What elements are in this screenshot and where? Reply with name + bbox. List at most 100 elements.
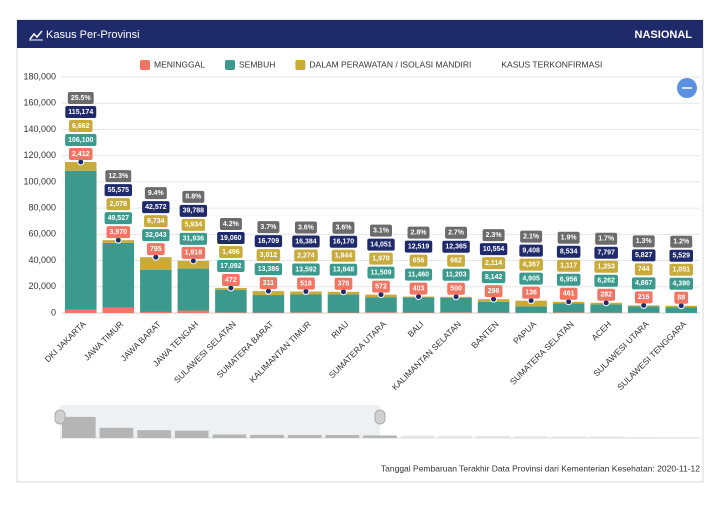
navigator-handle[interactable] [55,410,65,424]
navigator-bar [551,436,585,438]
data-label-text: 39,788 [183,208,205,215]
data-label: 136 [522,287,540,299]
data-label: 8,534 [557,246,581,258]
navigator-bar [438,436,472,438]
data-label: 4,367 [519,259,543,271]
data-label-text: 10,554 [483,246,505,253]
data-label-text: 2,274 [297,252,315,259]
data-label: 8,142 [482,271,506,283]
data-label-text: 3.7% [260,224,277,231]
data-label-text: 1,944 [335,253,353,260]
data-label-text: 42,572 [145,204,167,211]
navigator-bar [627,437,661,438]
data-label: 298 [485,285,503,297]
data-label-text: 11,203 [446,272,467,279]
data-label-text: 8.8% [185,194,202,201]
data-label: 10,554 [480,243,507,255]
data-label: 13,592 [292,264,319,276]
data-label: 2,078 [107,198,131,210]
data-label-text: 4,867 [635,280,653,287]
data-label: 1,944 [332,250,356,262]
y-tick-label: 140,000 [23,124,56,134]
data-label: 282 [597,289,615,301]
data-label-text: 3.6% [298,224,315,231]
data-label: 4,867 [632,277,656,289]
data-label: 8.8% [182,191,204,203]
data-label-text: 2.3% [486,232,503,239]
bar-segment [140,270,172,312]
data-label-text: 2,114 [485,260,502,267]
navigator-bar [62,417,96,438]
header-scope[interactable]: NASIONAL [635,29,693,41]
data-label-text: 9,734 [147,218,165,225]
data-label-text: 656 [413,257,425,264]
data-label: 12.3% [105,170,131,182]
data-label: 39,788 [180,205,207,217]
data-label: 744 [635,263,653,275]
data-label-text: 16,709 [258,238,280,245]
y-tick-label: 40,000 [28,255,56,265]
navigator-bar [213,435,247,438]
data-label-text: 8,142 [485,274,503,281]
data-label-text: 216 [638,294,650,301]
data-label-text: 662 [450,258,462,265]
data-label-text: 518 [300,280,312,287]
data-label: 2,114 [482,257,505,269]
legend-label: DALAM PERAWATAN / ISOLASI MANDIRI [309,59,471,69]
data-label: 3.1% [370,225,392,237]
data-label: 5,827 [632,249,656,261]
y-tick-label: 0 [51,307,56,317]
data-label: 106,100 [65,134,96,146]
data-label-text: 32,043 [145,232,167,239]
data-label: 1,496 [219,246,243,258]
data-label-text: 6,956 [560,277,578,284]
y-tick-label: 80,000 [28,202,56,212]
data-label: 572 [372,281,390,293]
data-label-text: 115,174 [68,109,93,116]
data-label: 2.7% [445,227,467,239]
navigator-bar [175,431,209,438]
data-label-text: 1.3% [636,238,653,245]
data-label: 5,529 [669,250,693,262]
data-label-text: 3.1% [373,227,390,234]
data-label-text: 12,365 [445,244,467,251]
navigator-bar [363,435,397,438]
data-label-text: 3,970 [110,229,128,236]
data-label-text: 4,905 [522,276,540,283]
data-label: 17,092 [217,260,244,272]
data-label: 9,734 [144,215,168,227]
data-label-text: 378 [338,281,350,288]
y-tick-label: 160,000 [23,98,56,108]
data-label: 3.6% [295,222,317,234]
y-tick-label: 180,000 [23,71,56,81]
data-label-text: 1,117 [560,263,577,270]
data-label: 518 [297,278,315,290]
data-label-text: 106,100 [68,137,93,144]
data-label-text: 14,051 [370,241,392,248]
data-label-text: 1,051 [672,267,690,274]
legend-label: SEMBUH [239,59,275,69]
navigator-handle[interactable] [375,410,385,424]
data-label-text: 55,575 [108,187,130,194]
data-label-text: 13,592 [295,266,317,273]
data-label: 11,203 [443,269,470,281]
data-label: 378 [335,278,353,290]
bar-segment [515,306,547,312]
data-label: 19,060 [217,232,244,244]
data-label: 5,934 [182,219,206,231]
data-label-text: 31,936 [183,236,205,243]
data-label-text: 9.4% [148,190,165,197]
bar-segment [553,312,585,313]
y-tick-label: 100,000 [23,176,56,186]
bar-segment [140,312,172,313]
data-label-text: 3.6% [335,225,352,232]
data-label-text: 3,012 [260,252,278,259]
data-label: 16,384 [292,236,319,248]
data-label-text: 461 [563,291,575,298]
bar-segment [65,171,97,310]
data-label-text: 1.9% [561,235,578,242]
data-label: 9,408 [519,245,543,257]
bar-segment [403,312,435,313]
data-label-text: 13,848 [333,267,355,274]
bar-segment [103,243,135,308]
